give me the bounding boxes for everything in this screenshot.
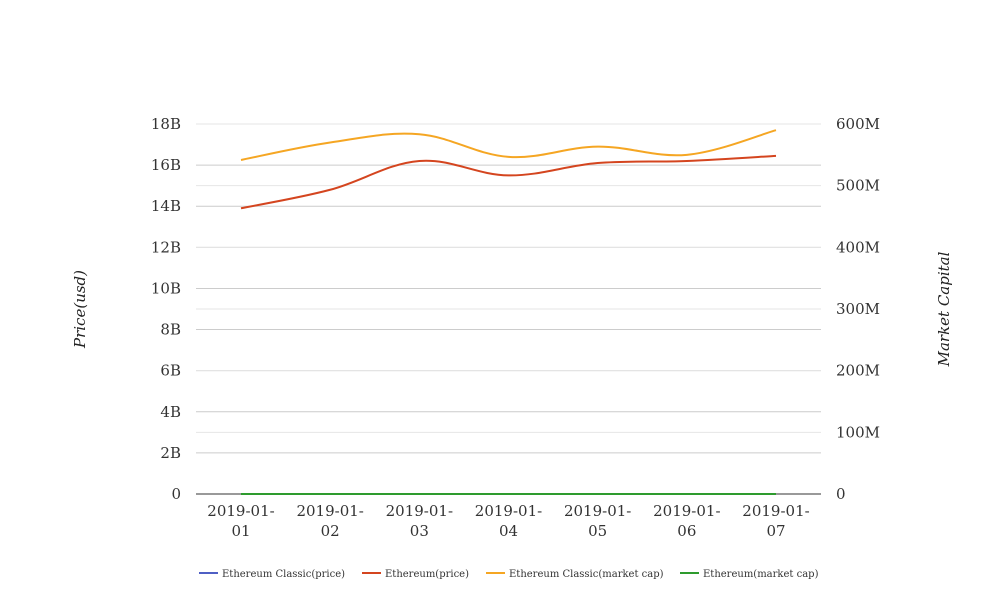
right-tick-label: 100M	[836, 423, 880, 441]
right-tick-label: 200M	[836, 362, 880, 380]
right-axis-title: Market Capital	[935, 251, 953, 367]
legend-label: Ethereum Classic(market cap)	[509, 569, 664, 580]
left-tick-label: 6B	[160, 362, 181, 380]
left-tick-label: 16B	[151, 156, 181, 174]
left-tick-label: 2B	[160, 444, 181, 462]
x-tick-label: 2019-01-06	[653, 502, 720, 540]
legend: Ethereum Classic(price) Ethereum(price) Et…	[199, 569, 819, 580]
x-tick-label: 2019-01-02	[296, 502, 363, 540]
x-tick-label: 2019-01-01	[207, 502, 274, 540]
x-tick-label: 2019-01-05	[564, 502, 631, 540]
left-tick-label: 18B	[151, 115, 181, 133]
right-axis-ticks: 0 100M 200M 300M 400M 500M 600M	[836, 115, 880, 503]
right-tick-label: 300M	[836, 300, 880, 318]
x-tick-label: 2019-01-03	[386, 502, 453, 540]
left-tick-label: 0	[171, 485, 181, 503]
left-tick-label: 8B	[160, 321, 181, 339]
legend-label: Ethereum Classic(price)	[222, 569, 345, 580]
gridlines	[196, 123, 821, 495]
left-tick-label: 4B	[160, 403, 181, 421]
x-axis-ticks: 2019-01-01 2019-01-02 2019-01-03 2019-01-04…	[207, 502, 809, 540]
series-line-ethereum-classic-market-cap	[240, 129, 777, 161]
legend-label: Ethereum(market cap)	[703, 569, 819, 580]
right-tick-label: 400M	[836, 238, 880, 256]
left-tick-label: 10B	[151, 279, 181, 297]
left-axis-ticks: 0 2B 4B 6B 8B 10B 12B 14B 16B 18B	[151, 115, 181, 503]
left-tick-label: 14B	[151, 197, 181, 215]
left-axis-title: Price(usd)	[71, 270, 89, 349]
right-tick-label: 500M	[836, 177, 880, 195]
right-tick-label: 600M	[836, 115, 880, 133]
left-tick-label: 12B	[151, 238, 181, 256]
legend-label: Ethereum(price)	[385, 569, 469, 580]
x-tick-label: 2019-01-07	[742, 502, 809, 540]
series-line-ethereum-price	[240, 154, 777, 210]
series-layer	[240, 129, 777, 496]
right-tick-label: 0	[836, 485, 846, 503]
x-tick-label: 2019-01-04	[475, 502, 542, 540]
